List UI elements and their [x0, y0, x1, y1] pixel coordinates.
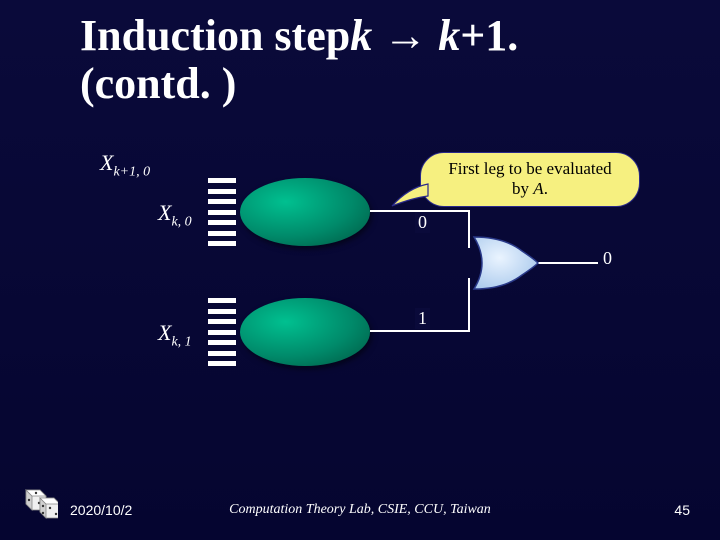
label-xk-1: Xk, 1 [158, 320, 192, 350]
title-k1: k [438, 11, 460, 60]
footer-date: 2020/10/2 [70, 502, 132, 518]
ellipse-bottom [240, 298, 370, 366]
title-k: k [350, 11, 372, 60]
diagram-area: Xk+1, 0 Xk, 0 Xk, 1 0 1 0 First leg to b… [0, 150, 720, 450]
title-line1-prefix: Induction step [80, 11, 350, 60]
barrier-top [208, 178, 236, 246]
wire-out [538, 262, 598, 264]
dice-icon [14, 484, 58, 524]
footer-center: Computation Theory Lab, CSIE, CCU, Taiwa… [229, 502, 491, 518]
wire-label-bottom: 1 [415, 308, 430, 329]
slide-title: Induction stepk → k+1. (contd. ) [80, 12, 518, 109]
title-suffix: +1. [460, 11, 518, 60]
label-xk1-0: Xk+1, 0 [100, 150, 150, 180]
wire-bot-h [370, 330, 470, 332]
label-xk-0: Xk, 0 [158, 200, 192, 230]
title-arrow: → [372, 11, 438, 60]
wire-label-top: 0 [415, 212, 430, 233]
callout-line2: by A. [435, 179, 625, 199]
callout-tail-icon [390, 178, 430, 208]
ellipse-top [240, 178, 370, 246]
callout-line1: First leg to be evaluated [435, 159, 625, 179]
footer-page: 45 [674, 502, 690, 518]
barrier-bottom [208, 298, 236, 366]
title-line2: (contd. ) [80, 60, 518, 108]
wire-label-output: 0 [600, 248, 615, 269]
callout-box: First leg to be evaluated by A. [420, 152, 640, 207]
or-gate-icon [470, 235, 540, 291]
